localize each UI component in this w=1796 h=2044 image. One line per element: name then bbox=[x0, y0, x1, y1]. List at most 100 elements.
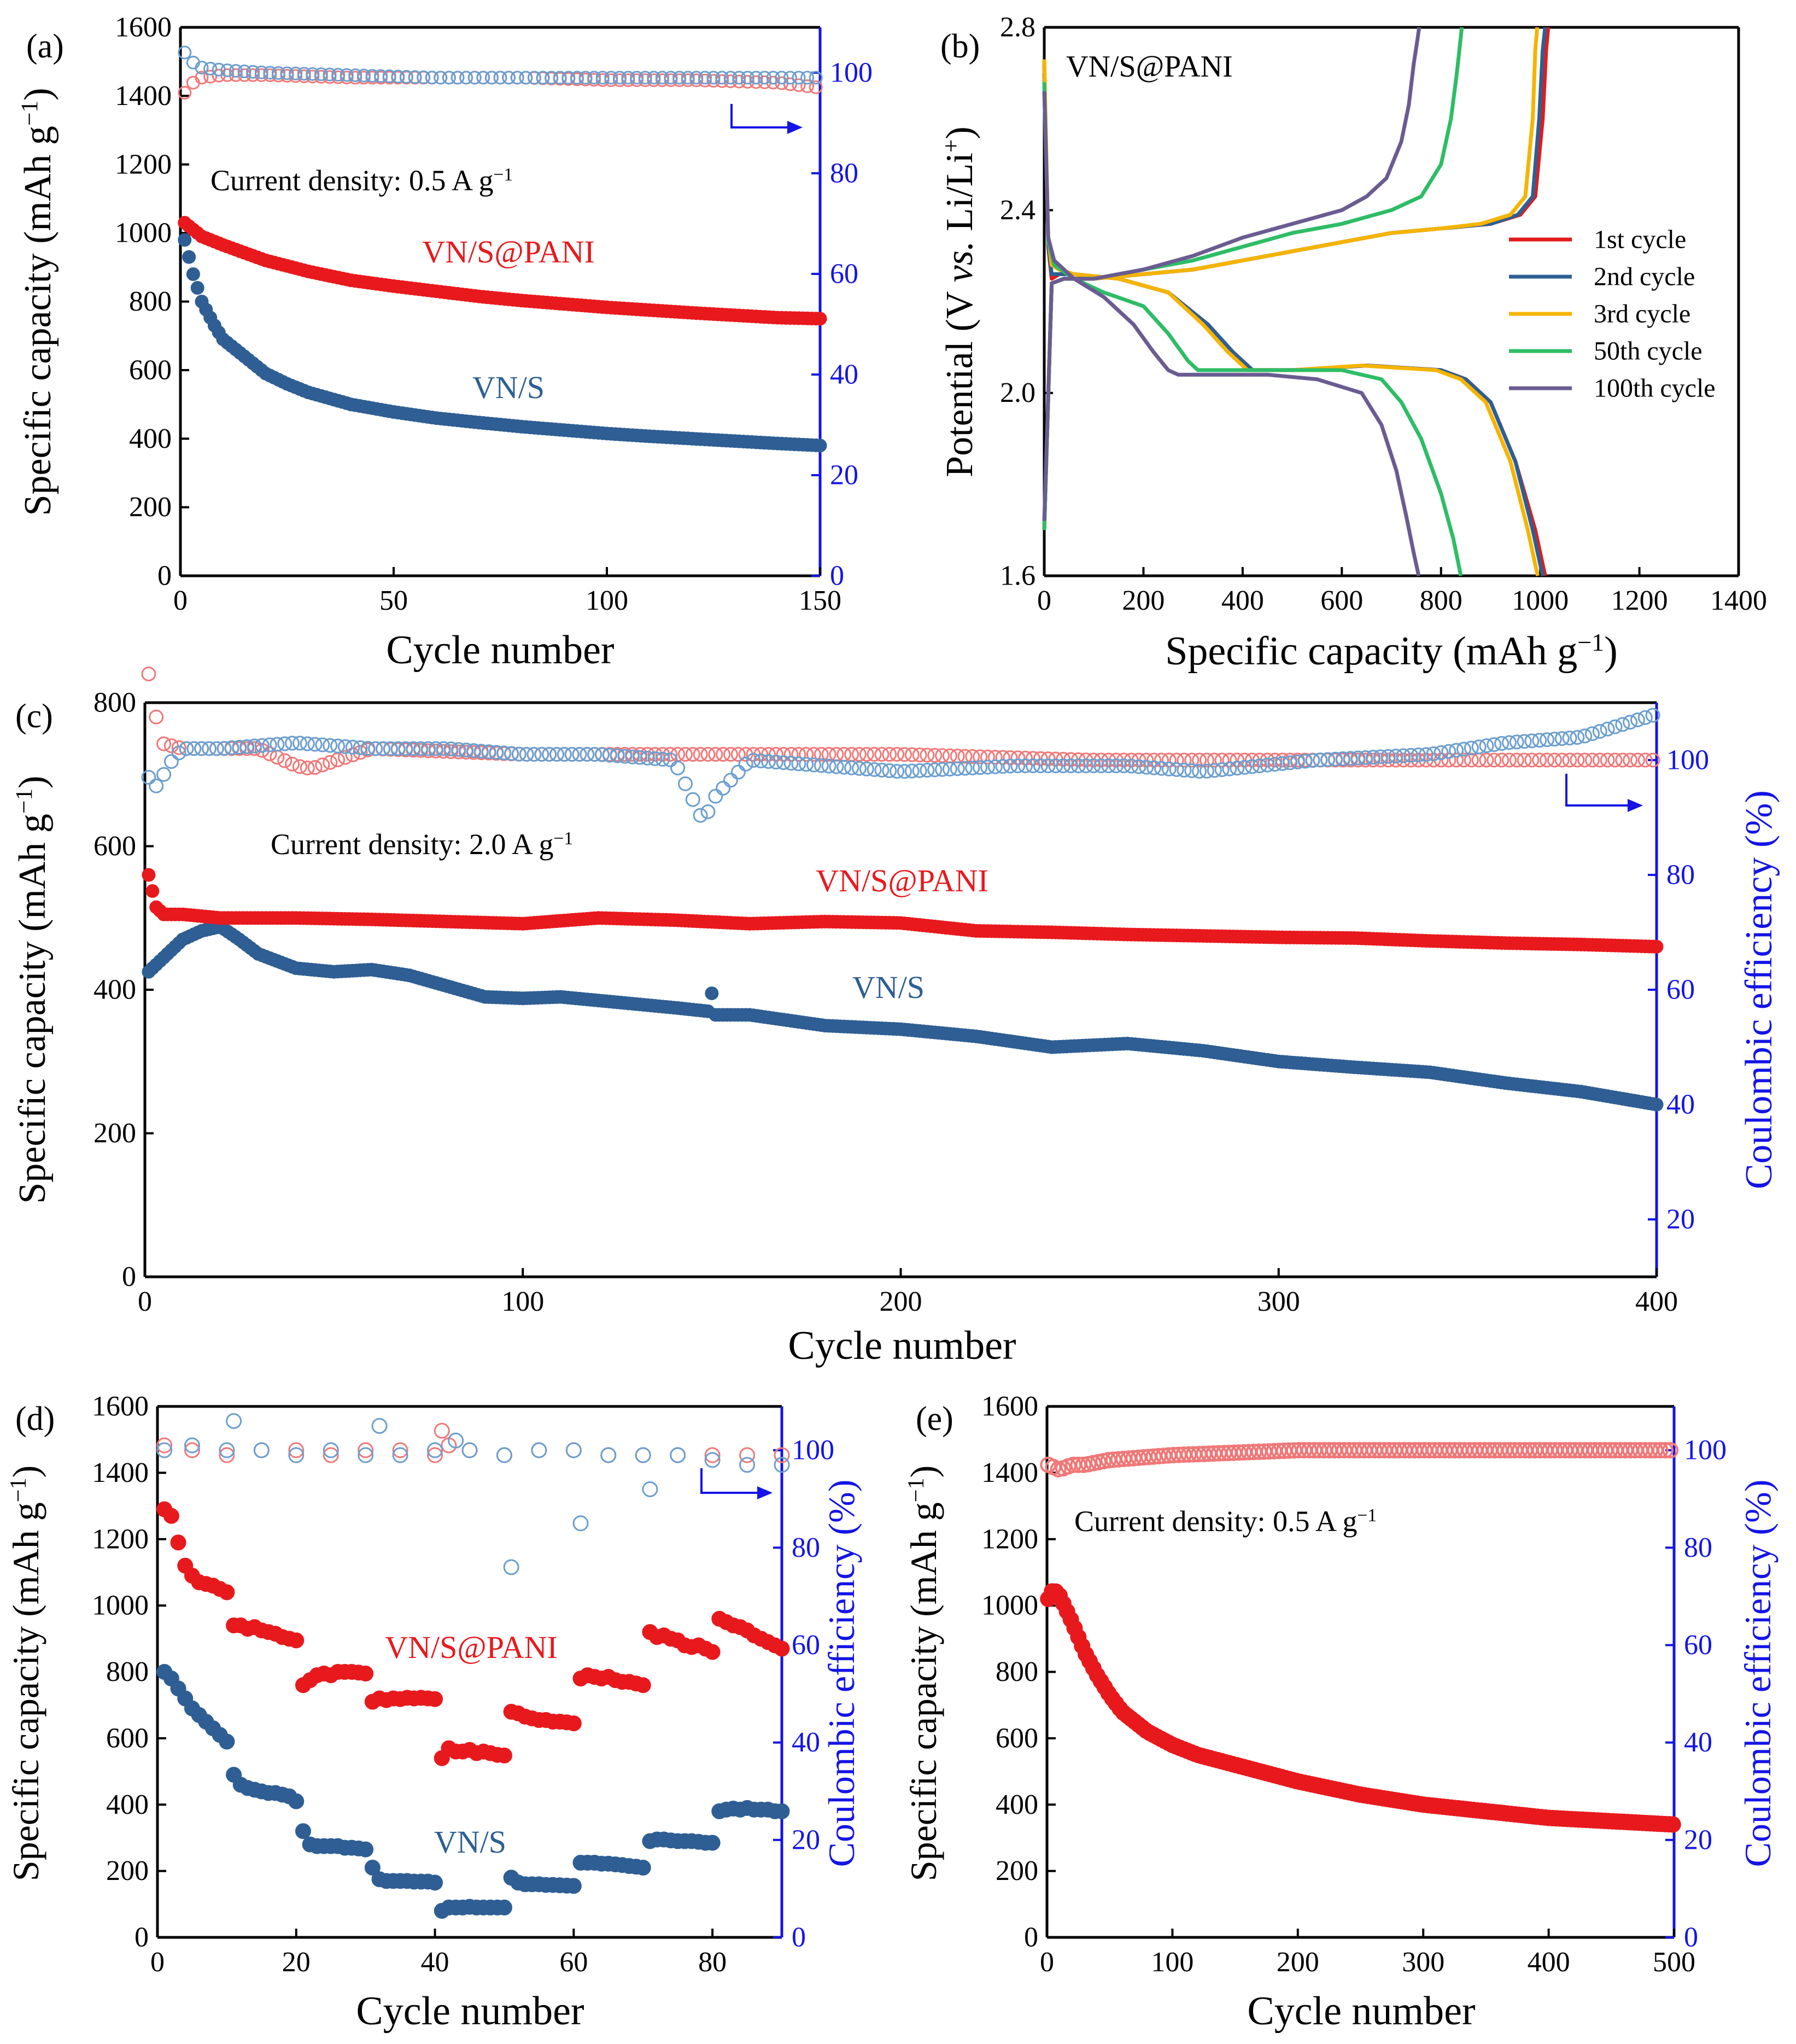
data-point bbox=[587, 747, 602, 762]
data-point bbox=[1547, 752, 1562, 768]
data-point bbox=[1649, 1097, 1664, 1112]
data-point bbox=[481, 744, 496, 760]
panel-b-ylabel: Potential (V vs. Li/Li+) bbox=[938, 126, 981, 477]
data-point bbox=[288, 1632, 305, 1649]
data-point bbox=[493, 71, 507, 85]
data-point bbox=[156, 1437, 173, 1453]
data-point bbox=[791, 747, 806, 762]
data-point bbox=[740, 71, 754, 85]
data-point bbox=[300, 736, 315, 751]
data-point bbox=[427, 1442, 443, 1458]
y-tick-label: 1000 bbox=[115, 218, 172, 249]
y-tick-label: 200 bbox=[129, 492, 172, 523]
data-point bbox=[730, 747, 746, 762]
data-point bbox=[578, 71, 593, 85]
data-point bbox=[209, 741, 224, 756]
panel-a-ylabel-part: Specific capacity (mAh g bbox=[17, 126, 59, 516]
data-point bbox=[1199, 752, 1214, 768]
data-point bbox=[1161, 761, 1177, 776]
data-point bbox=[195, 61, 209, 75]
x-tick-label: 150 bbox=[799, 585, 841, 616]
data-point bbox=[217, 740, 232, 756]
data-point bbox=[1025, 751, 1040, 766]
data-point bbox=[617, 749, 633, 764]
data-point bbox=[1003, 750, 1018, 766]
series-vn-s-pani bbox=[178, 215, 827, 326]
data-point bbox=[570, 71, 584, 85]
data-point bbox=[655, 747, 670, 762]
data-point bbox=[510, 71, 524, 85]
data-point bbox=[851, 761, 867, 776]
data-point bbox=[285, 756, 300, 772]
y2-tick-label: 40 bbox=[1666, 1089, 1695, 1120]
data-point bbox=[1501, 752, 1517, 768]
data-point bbox=[1070, 758, 1086, 773]
data-point bbox=[670, 1447, 686, 1463]
legend-label: 3rd cycle bbox=[1594, 300, 1690, 329]
data-point bbox=[459, 71, 473, 85]
data-point bbox=[1380, 749, 1396, 764]
data-point bbox=[813, 439, 827, 453]
y2-tick-label: 0 bbox=[1684, 1922, 1698, 1953]
data-point bbox=[647, 751, 663, 766]
data-point bbox=[705, 986, 719, 1001]
data-point bbox=[219, 1733, 235, 1750]
data-point bbox=[417, 70, 431, 84]
panel-d-y2label: Coulombic efficiency (%) bbox=[821, 1480, 862, 1867]
data-point bbox=[715, 74, 729, 88]
data-point bbox=[262, 746, 277, 761]
data-point bbox=[1207, 763, 1222, 778]
y2-tick-label: 60 bbox=[1666, 974, 1695, 1006]
data-point bbox=[973, 749, 988, 764]
data-point bbox=[149, 778, 164, 793]
data-point bbox=[398, 741, 413, 756]
data-point bbox=[1517, 752, 1532, 768]
data-point bbox=[1456, 741, 1471, 757]
data-point bbox=[306, 67, 320, 81]
data-point bbox=[1441, 744, 1456, 759]
data-point bbox=[232, 739, 247, 755]
data-point bbox=[1388, 749, 1403, 764]
data-point bbox=[1109, 758, 1124, 773]
data-point bbox=[882, 747, 897, 762]
data-point bbox=[195, 71, 209, 85]
panel-a-label: (a) bbox=[26, 28, 64, 65]
data-point bbox=[912, 747, 927, 763]
x-tick-label: 300 bbox=[1257, 1286, 1300, 1317]
data-point bbox=[836, 747, 852, 762]
data-point bbox=[800, 79, 815, 94]
data-point bbox=[1252, 758, 1267, 773]
data-point bbox=[716, 747, 731, 762]
data-point bbox=[237, 68, 251, 82]
data-point bbox=[156, 1442, 173, 1458]
data-point bbox=[602, 747, 617, 763]
panel-a-series1-label: VN/S@PANI bbox=[422, 234, 595, 270]
data-point bbox=[277, 736, 292, 751]
data-point bbox=[353, 745, 368, 760]
y-tick-label: 800 bbox=[106, 1656, 149, 1687]
data-point bbox=[965, 760, 980, 775]
y-tick-label: 0 bbox=[134, 1922, 149, 1953]
y2-tick-label: 20 bbox=[1684, 1824, 1712, 1855]
data-point bbox=[203, 61, 218, 75]
data-point bbox=[292, 759, 307, 774]
data-point bbox=[663, 752, 678, 767]
data-point bbox=[1327, 751, 1343, 767]
data-point bbox=[957, 749, 973, 764]
y-tick-label: 1400 bbox=[115, 80, 172, 112]
data-point bbox=[442, 71, 456, 85]
data-point bbox=[704, 1835, 721, 1851]
y2-tick-label: 60 bbox=[1684, 1630, 1712, 1661]
panel-c-axis-arrow bbox=[1565, 774, 1629, 807]
data-point bbox=[672, 71, 687, 85]
panel-c-annotation-part: −1 bbox=[553, 828, 573, 849]
data-point bbox=[375, 741, 390, 756]
data-point bbox=[1426, 746, 1441, 761]
data-point bbox=[1093, 758, 1109, 773]
data-point bbox=[1320, 752, 1336, 767]
panel-e-annotation-part: Current density: 0.5 A g bbox=[1074, 1505, 1357, 1538]
y2-tick-label: 20 bbox=[830, 459, 858, 490]
data-point bbox=[461, 1442, 478, 1458]
data-point bbox=[360, 740, 376, 756]
series-vn-s-pani bbox=[142, 868, 1664, 954]
